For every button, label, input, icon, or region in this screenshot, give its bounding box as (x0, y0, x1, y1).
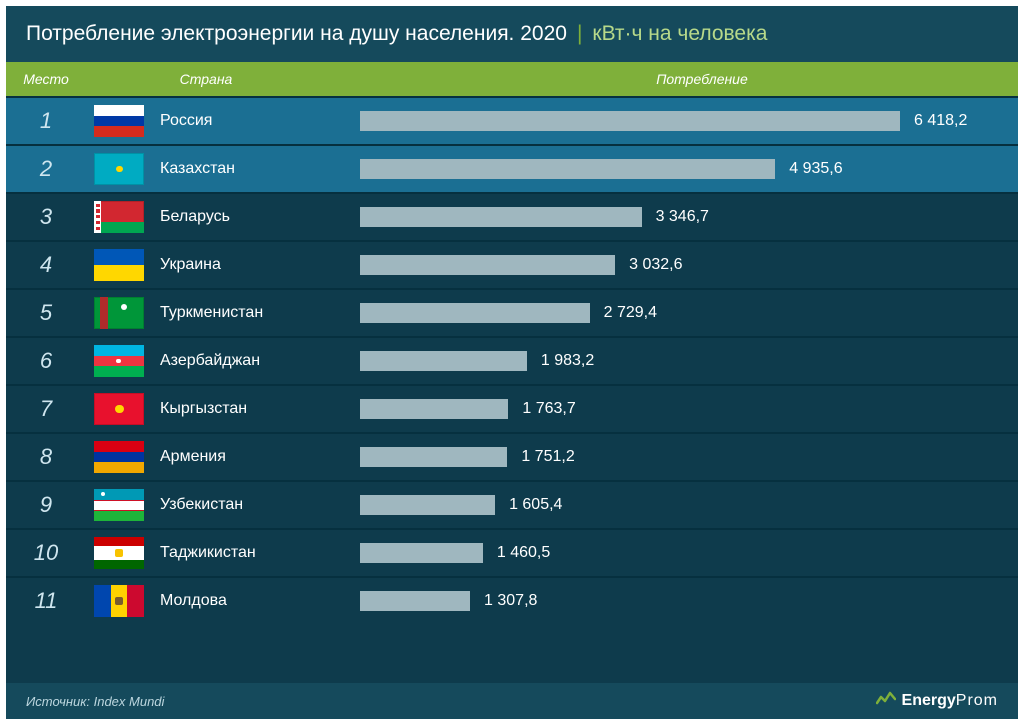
country-name: Кыргызстан (160, 400, 360, 418)
chart-panel: { "layout":{ "panel_bg":"#0e3b4c", "row_… (6, 6, 1018, 719)
table-row: 9 Узбекистан 1 605,4 (6, 480, 1018, 528)
brand-icon (876, 691, 896, 712)
bar-cell: 1 983,2 (360, 351, 1018, 371)
bar-cell: 3 346,7 (360, 207, 1018, 227)
rank-cell: 4 (6, 252, 86, 278)
flag-icon (94, 441, 144, 473)
country-name: Азербайджан (160, 352, 360, 370)
country-name: Армения (160, 448, 360, 466)
rank-cell: 9 (6, 492, 86, 518)
flag-icon (94, 297, 144, 329)
rank-cell: 2 (6, 156, 86, 182)
rank-cell: 10 (6, 540, 86, 566)
table-row: 4 Украина 3 032,6 (6, 240, 1018, 288)
table-row: 6 Азербайджан 1 983,2 (6, 336, 1018, 384)
country-name: Туркменистан (160, 304, 360, 322)
chart-unit: кВт·ч на человека (592, 22, 767, 46)
table-row: 8 Армения 1 751,2 (6, 432, 1018, 480)
country-name: Россия (160, 112, 360, 130)
rank-cell: 8 (6, 444, 86, 470)
table-row: 1 Россия 6 418,2 (6, 96, 1018, 144)
country-name: Узбекистан (160, 496, 360, 514)
consumption-bar (360, 303, 590, 323)
country-name: Казахстан (160, 160, 360, 178)
rank-cell: 6 (6, 348, 86, 374)
bar-cell: 1 307,8 (360, 591, 1018, 611)
title-separator: | (577, 22, 582, 46)
bar-cell: 1 751,2 (360, 447, 1018, 467)
country-name: Таджикистан (160, 544, 360, 562)
flag-icon (94, 153, 144, 185)
consumption-value: 1 307,8 (484, 592, 537, 610)
table-row: 2 Казахстан 4 935,6 (6, 144, 1018, 192)
consumption-bar (360, 543, 483, 563)
rank-cell: 1 (6, 108, 86, 134)
consumption-value: 3 032,6 (629, 256, 682, 274)
consumption-bar (360, 255, 615, 275)
consumption-value: 1 605,4 (509, 496, 562, 514)
consumption-bar (360, 447, 507, 467)
chart-footer: Источник: Index Mundi EnergyProm (6, 683, 1018, 719)
flag-icon (94, 489, 144, 521)
table-row: 7 Кыргызстан 1 763,7 (6, 384, 1018, 432)
country-name: Беларусь (160, 208, 360, 226)
flag-icon (94, 249, 144, 281)
header-consumption: Потребление (386, 71, 1018, 87)
chart-title: Потребление электроэнергии на душу насел… (26, 22, 567, 46)
consumption-value: 3 346,7 (656, 208, 709, 226)
bar-cell: 1 605,4 (360, 495, 1018, 515)
table-row: 3 Беларусь 3 346,7 (6, 192, 1018, 240)
consumption-bar (360, 591, 470, 611)
consumption-value: 2 729,4 (604, 304, 657, 322)
header-rank: Место (6, 71, 86, 87)
consumption-bar (360, 351, 527, 371)
consumption-value: 1 460,5 (497, 544, 550, 562)
bar-cell: 1 460,5 (360, 543, 1018, 563)
country-name: Молдова (160, 592, 360, 610)
bar-cell: 3 032,6 (360, 255, 1018, 275)
consumption-bar (360, 207, 642, 227)
flag-icon (94, 537, 144, 569)
bar-cell: 4 935,6 (360, 159, 1018, 179)
consumption-value: 4 935,6 (789, 160, 842, 178)
brand-text: EnergyProm (902, 692, 998, 710)
country-name: Украина (160, 256, 360, 274)
table-row: 11 Молдова 1 307,8 (6, 576, 1018, 624)
consumption-bar (360, 399, 508, 419)
consumption-bar (360, 111, 900, 131)
consumption-value: 1 983,2 (541, 352, 594, 370)
rank-cell: 11 (6, 588, 86, 614)
bar-cell: 6 418,2 (360, 111, 1018, 131)
consumption-value: 6 418,2 (914, 112, 967, 130)
rank-cell: 5 (6, 300, 86, 326)
flag-icon (94, 105, 144, 137)
table-header: Место Страна Потребление (6, 62, 1018, 96)
flag-icon (94, 345, 144, 377)
bar-cell: 1 763,7 (360, 399, 1018, 419)
table-row: 10 Таджикистан 1 460,5 (6, 528, 1018, 576)
rank-cell: 7 (6, 396, 86, 422)
flag-icon (94, 585, 144, 617)
rank-cell: 3 (6, 204, 86, 230)
consumption-bar (360, 495, 495, 515)
chart-title-bar: Потребление электроэнергии на душу насел… (6, 6, 1018, 62)
bar-cell: 2 729,4 (360, 303, 1018, 323)
flag-icon (94, 201, 144, 233)
header-country: Страна (86, 71, 386, 87)
brand-logo: EnergyProm (876, 691, 998, 712)
flag-icon (94, 393, 144, 425)
table-row: 5 Туркменистан 2 729,4 (6, 288, 1018, 336)
consumption-value: 1 751,2 (521, 448, 574, 466)
consumption-value: 1 763,7 (522, 400, 575, 418)
consumption-bar (360, 159, 775, 179)
table-body: 1 Россия 6 418,2 2 Казахстан 4 935,6 3 Беларусь… (6, 96, 1018, 624)
source-text: Источник: Index Mundi (26, 694, 164, 709)
